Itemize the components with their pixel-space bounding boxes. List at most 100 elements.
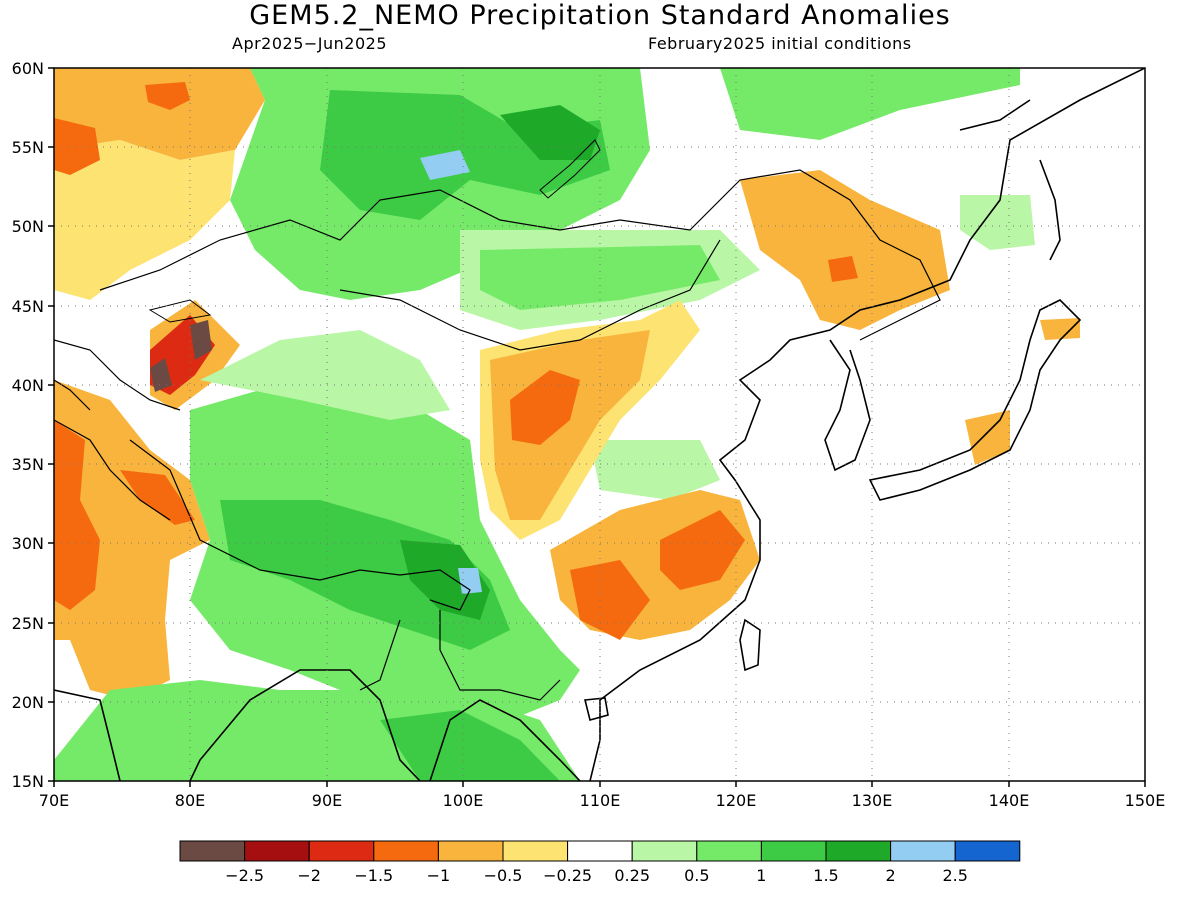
central-asia-borders — [54, 339, 181, 411]
indochina-coastline — [429, 699, 581, 781]
wet-extreme-yunnan — [458, 568, 482, 594]
lon-label: 110E — [580, 791, 621, 810]
colorbar-label: −1.5 — [354, 866, 393, 885]
lat-label: 40N — [12, 376, 44, 395]
colorbar-swatch — [373, 840, 439, 862]
axis-ticks — [48, 67, 1146, 787]
anomaly-field — [54, 68, 1145, 781]
dry-extreme-tianshan-2 — [150, 358, 172, 392]
lat-label: 20N — [12, 693, 44, 712]
colorbar-label: −2.5 — [225, 866, 264, 885]
japan-coastline — [868, 299, 1082, 501]
colorbar-label: −0.25 — [543, 866, 592, 885]
colorbar-swatch — [308, 840, 375, 862]
dry-core-jiangxi — [570, 560, 650, 640]
wet-strong-tibet — [400, 540, 490, 620]
wet-region-east-china — [590, 440, 720, 500]
wet-region-far-east — [960, 195, 1035, 250]
latitude-labels: 60N 55N 50N 45N 40N 35N 30N 25N 20N 15N — [12, 59, 44, 791]
dry-core-kashmir — [120, 470, 195, 525]
lon-label: 120E — [716, 791, 757, 810]
colorbar-swatch — [179, 840, 246, 862]
colorbar-swatch — [437, 840, 504, 862]
initial-conditions: February2025 initial conditions — [648, 34, 912, 53]
dry-core-west — [54, 420, 100, 610]
colorbar-label: −1 — [427, 866, 451, 885]
colorbar-swatch — [696, 840, 762, 862]
longitude-labels: 70E 80E 90E 100E 110E 120E 130E 140E 150… — [39, 791, 1166, 810]
colorbar-swatch — [890, 840, 956, 862]
hainan-coastline — [583, 697, 609, 721]
indochina-borders — [359, 610, 561, 701]
lat-label: 45N — [12, 297, 44, 316]
dry-region-northwest — [54, 68, 265, 160]
lat-label: 30N — [12, 534, 44, 553]
forecast-period: Apr2025−Jun2025 — [232, 34, 388, 53]
colorbar-swatch — [825, 840, 892, 862]
colorbar-label: 2.5 — [942, 866, 967, 885]
lat-label: 15N — [12, 772, 44, 791]
taiwan-coastline — [739, 618, 761, 672]
colorbar-swatch — [502, 840, 569, 862]
dry-core-north-china — [490, 330, 650, 520]
colorbar-label: 0.5 — [684, 866, 709, 885]
lon-label: 100E — [443, 791, 484, 810]
colorbar-swatch — [760, 840, 827, 862]
east-asia-coastline — [589, 68, 1145, 781]
lat-label: 55N — [12, 138, 44, 157]
wet-core-siberia — [320, 90, 610, 220]
dry-core-northwest — [54, 118, 100, 175]
wet-core-tibet — [220, 500, 510, 650]
dry-core-zhejiang — [660, 510, 745, 590]
mongolia-south-border — [339, 239, 721, 351]
lake-balkhash — [148, 299, 212, 323]
bay-of-bengal-coastline — [54, 669, 421, 781]
colorbar-labels: −2.5 −2 −1.5 −1 −0.5 −0.25 0.25 0.5 1 1.5 2 2.5 — [225, 866, 968, 885]
wet-region-xinjiang — [200, 330, 450, 420]
wet-strong-siberia — [500, 105, 600, 160]
lakes — [148, 139, 601, 323]
sakhalin-coastline — [1039, 159, 1061, 261]
lon-label: 150E — [1125, 791, 1166, 810]
wet-extreme-baikal-west — [420, 150, 470, 180]
lon-label: 90E — [312, 791, 342, 810]
colorbar-swatch — [244, 840, 310, 862]
korea-coastline — [824, 339, 871, 472]
lat-label: 25N — [12, 614, 44, 633]
colorbar-label: 2 — [886, 866, 896, 885]
dry-extreme-tianshan-1 — [190, 320, 212, 360]
wet-core-indochina — [380, 710, 560, 781]
colorbar-label: −2 — [297, 866, 321, 885]
wet-core-mongolia — [480, 245, 720, 310]
colorbar-swatch — [631, 840, 698, 862]
colorbar-swatch — [954, 840, 1021, 862]
country-borders — [54, 169, 941, 701]
lon-label: 130E — [852, 791, 893, 810]
india-border — [54, 419, 171, 521]
lat-label: 35N — [12, 455, 44, 474]
map-title: GEM5.2_NEMO Precipitation Standard Anoma… — [249, 0, 951, 31]
colorbar-label: −0.5 — [484, 866, 523, 885]
colorbar-label: 1.5 — [813, 866, 838, 885]
dry-core-manchuria — [828, 256, 858, 282]
colorbar — [179, 840, 1021, 862]
dry-core-north — [145, 82, 190, 110]
lat-label: 50N — [12, 217, 44, 236]
china-north-border — [99, 169, 941, 341]
dry-strong-north-china — [510, 370, 580, 445]
kamchatka-region-coastline — [959, 99, 1031, 131]
colorbar-swatch — [567, 840, 633, 862]
lon-label: 70E — [39, 791, 69, 810]
colorbar-label: 1 — [756, 866, 766, 885]
dry-region-japan — [965, 410, 1010, 465]
dry-region-west — [54, 380, 210, 700]
wet-region-northeast — [720, 68, 1020, 140]
lat-label: 60N — [12, 59, 44, 78]
dry-region-manchuria — [740, 170, 950, 330]
lon-label: 80E — [175, 791, 205, 810]
lon-label: 140E — [989, 791, 1030, 810]
lake-baikal — [539, 139, 601, 199]
coastlines — [54, 68, 1145, 781]
colorbar-label: 0.25 — [614, 866, 650, 885]
